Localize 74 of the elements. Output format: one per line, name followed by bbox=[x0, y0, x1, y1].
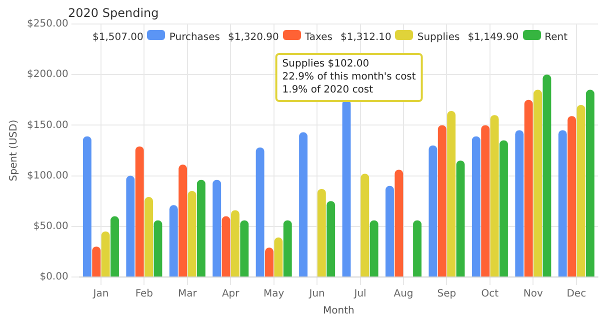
annotation: $1,320.90 bbox=[228, 32, 279, 43]
bar bbox=[230, 210, 240, 276]
bar bbox=[178, 164, 188, 276]
bar bbox=[481, 125, 490, 276]
bar bbox=[299, 132, 308, 276]
x-tick-label: Apr bbox=[222, 288, 240, 300]
x-tick-label: Mar bbox=[178, 288, 198, 300]
y-tick-label: $250.00 bbox=[26, 18, 68, 30]
bar bbox=[256, 147, 264, 276]
bar bbox=[265, 248, 274, 276]
annotation: $1,507.00 bbox=[92, 32, 144, 43]
annotation: Supplies $102.00 22.9% of this month's cost 1.9% of 2020 cost bbox=[282, 58, 416, 96]
x-tick-label: Aug bbox=[394, 288, 414, 300]
bar bbox=[534, 90, 542, 276]
bar bbox=[101, 231, 110, 276]
bar bbox=[283, 220, 292, 276]
bar bbox=[196, 180, 206, 276]
bar bbox=[515, 130, 524, 276]
bar bbox=[576, 104, 586, 276]
x-tick-label: Jun bbox=[308, 288, 325, 300]
bar bbox=[394, 170, 404, 276]
annotation: $1,312.10 bbox=[340, 32, 392, 43]
x-tick-label: Nov bbox=[523, 288, 543, 300]
bar bbox=[110, 216, 119, 276]
bar bbox=[317, 188, 326, 276]
bar bbox=[386, 186, 394, 276]
bar bbox=[92, 246, 101, 276]
bar bbox=[586, 90, 594, 276]
legend-label: Taxes bbox=[304, 32, 332, 43]
bar bbox=[154, 220, 162, 276]
bar bbox=[135, 146, 144, 276]
bar bbox=[188, 190, 196, 276]
bar bbox=[82, 136, 92, 276]
bar bbox=[240, 220, 249, 276]
annotation: $1,149.90 bbox=[468, 32, 519, 43]
bar bbox=[413, 220, 422, 276]
bar bbox=[490, 115, 499, 276]
bar bbox=[212, 180, 222, 276]
legend-label: Purchases bbox=[169, 32, 220, 43]
x-tick-label: May bbox=[264, 288, 284, 300]
x-axis-title: Month bbox=[323, 306, 354, 317]
y-tick-label: $100.00 bbox=[26, 170, 68, 182]
y-axis-title: Spent (USD) bbox=[8, 120, 20, 182]
legend-label: Rent bbox=[544, 32, 568, 43]
x-tick-label: Feb bbox=[135, 288, 154, 300]
bar bbox=[472, 136, 480, 276]
bar bbox=[428, 145, 438, 276]
chart-title: 2020 Spending bbox=[68, 6, 159, 20]
y-tick-label: $150.00 bbox=[26, 120, 68, 131]
bar bbox=[222, 216, 230, 276]
bar bbox=[524, 100, 533, 276]
bar bbox=[558, 130, 567, 276]
bar bbox=[126, 176, 135, 276]
bar bbox=[568, 116, 576, 276]
y-tick-label: $0.00 bbox=[40, 272, 68, 283]
x-tick-label: Sep bbox=[437, 288, 456, 300]
bar bbox=[370, 220, 378, 276]
legend-label: Supplies bbox=[417, 32, 460, 43]
x-tick-label: Jul bbox=[353, 288, 366, 300]
bar bbox=[456, 160, 465, 276]
bar bbox=[144, 197, 153, 276]
bar bbox=[169, 205, 178, 276]
bar bbox=[447, 111, 456, 276]
bar bbox=[438, 125, 446, 276]
x-tick-label: Oct bbox=[481, 288, 499, 300]
y-tick-label: $200.00 bbox=[26, 69, 68, 80]
bar bbox=[274, 238, 283, 276]
bar bbox=[542, 74, 552, 276]
x-tick-label: Jan bbox=[92, 288, 109, 300]
x-tick-label: Dec bbox=[566, 288, 586, 300]
bar bbox=[500, 140, 508, 276]
bar bbox=[326, 201, 336, 276]
bar bbox=[360, 174, 370, 276]
y-tick-label: $50.00 bbox=[33, 220, 68, 232]
